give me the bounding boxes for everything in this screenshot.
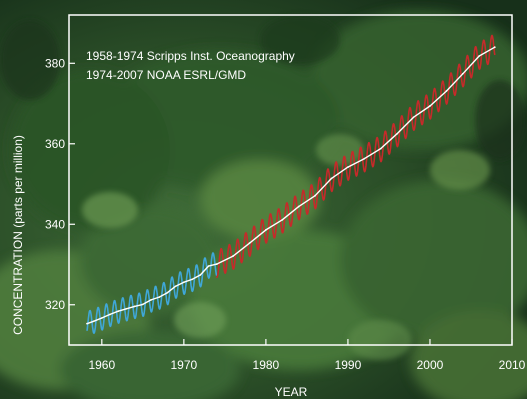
- chart-title-line-1: 1958-1974 Scripps Inst. Oceanography: [86, 49, 295, 63]
- series-1-point: [429, 105, 431, 107]
- series-0-point: [109, 313, 111, 316]
- x-tick-label: 2000: [417, 358, 444, 372]
- series-1-point: [314, 194, 317, 197]
- series-1-point: [493, 46, 496, 49]
- series-1-point: [396, 132, 399, 135]
- series-0-point: [150, 299, 152, 301]
- x-tick-label: 1960: [88, 358, 115, 372]
- series-1-point: [445, 90, 448, 92]
- series-0-point: [100, 317, 103, 319]
- series-1-point: [412, 116, 415, 119]
- x-tick-label: 2010: [499, 358, 526, 372]
- series-0-point: [207, 265, 210, 268]
- series-1-point: [264, 229, 267, 231]
- y-tick-label: 360: [45, 137, 65, 151]
- x-axis-label: YEAR: [275, 385, 308, 399]
- series-0-point: [117, 310, 120, 313]
- series-1-point: [379, 147, 382, 150]
- series-0-point: [191, 278, 193, 281]
- series-1-point: [478, 55, 481, 57]
- y-axis-label: CONCENTRATION (parts per million): [11, 135, 25, 335]
- series-1-point: [363, 157, 366, 160]
- series-0-point: [86, 322, 88, 325]
- series-1-point: [461, 72, 464, 75]
- series-1-point: [281, 218, 284, 221]
- series-1-point: [232, 255, 234, 257]
- series-0-point: [133, 305, 136, 308]
- series-1-point: [248, 242, 251, 245]
- x-tick-label: 1970: [171, 358, 198, 372]
- chart-title-line-2: 1974-2007 NOAA ESRL/GMD: [86, 68, 246, 82]
- x-tick-label: 1980: [253, 358, 280, 372]
- x-tick-label: 1990: [335, 358, 362, 372]
- series-0-point: [199, 274, 202, 276]
- series-1-point: [215, 263, 218, 266]
- series-0-point: [125, 307, 128, 310]
- y-tick-label: 380: [45, 56, 65, 70]
- plot-frame: [68, 14, 513, 346]
- series-0-point: [158, 296, 161, 299]
- series-0-point: [182, 281, 185, 284]
- series-0-point: [174, 285, 177, 288]
- series-1-point: [330, 177, 333, 180]
- series-0-point: [141, 303, 144, 306]
- series-1-trend-line: [216, 46, 496, 265]
- series-0-seasonal-line: [86, 252, 218, 334]
- series-1-seasonal-line: [216, 34, 496, 278]
- y-tick-label: 340: [45, 217, 65, 231]
- series-1-point: [297, 205, 300, 208]
- series-0-point: [92, 320, 95, 323]
- series-0-point: [166, 291, 169, 294]
- y-tick-label: 320: [45, 298, 65, 312]
- series-1-point: [347, 166, 349, 169]
